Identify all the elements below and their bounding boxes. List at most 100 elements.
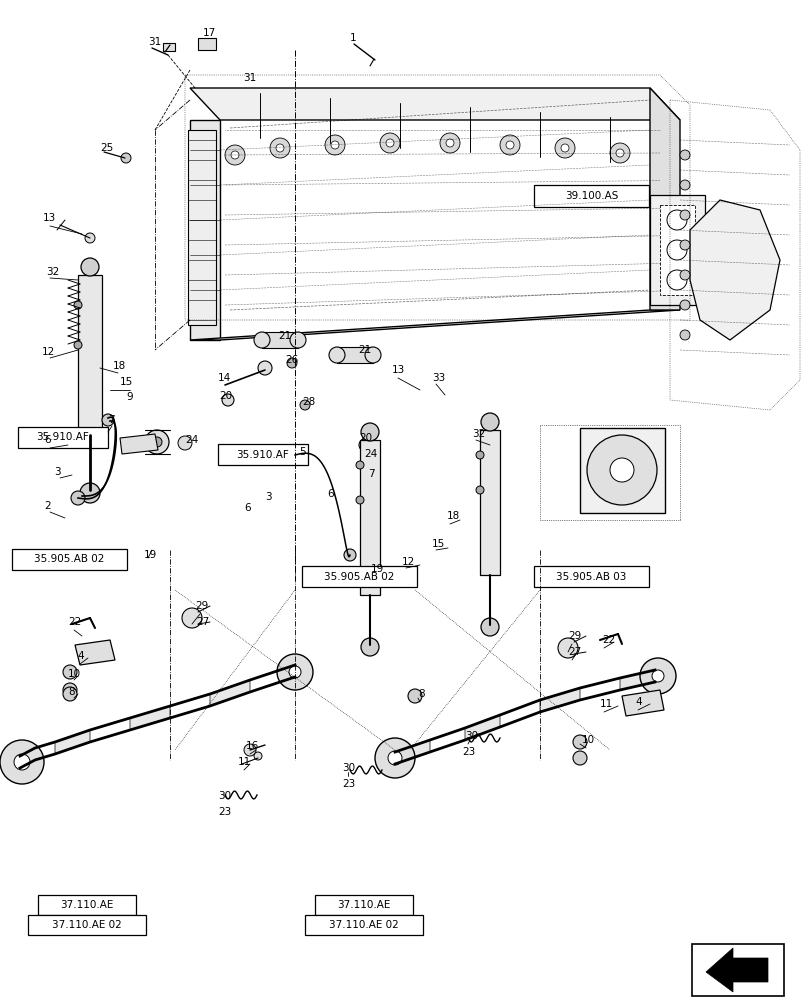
- Circle shape: [74, 341, 82, 349]
- Polygon shape: [190, 310, 679, 340]
- Polygon shape: [620, 670, 654, 690]
- Text: 12: 12: [401, 557, 414, 567]
- Circle shape: [560, 144, 569, 152]
- Circle shape: [63, 683, 77, 697]
- Circle shape: [63, 687, 77, 701]
- Circle shape: [679, 270, 689, 280]
- Text: 13: 13: [392, 365, 405, 375]
- Circle shape: [243, 744, 255, 756]
- Polygon shape: [394, 740, 430, 764]
- Circle shape: [299, 400, 310, 410]
- Circle shape: [445, 139, 453, 147]
- Bar: [659, 205, 694, 295]
- Circle shape: [145, 430, 169, 454]
- Text: 17: 17: [203, 28, 216, 38]
- Text: 26: 26: [285, 355, 298, 365]
- Circle shape: [365, 347, 380, 363]
- Text: 12: 12: [42, 347, 55, 357]
- Text: 23: 23: [341, 779, 355, 789]
- Circle shape: [328, 347, 345, 363]
- Text: 28: 28: [302, 397, 315, 407]
- Text: 27: 27: [195, 617, 209, 627]
- Text: 25: 25: [100, 143, 113, 153]
- Bar: [359, 440, 380, 595]
- Text: 4: 4: [634, 697, 641, 707]
- Text: 14: 14: [217, 373, 231, 383]
- Bar: [579, 428, 664, 513]
- Polygon shape: [120, 434, 158, 454]
- Circle shape: [609, 458, 633, 482]
- Bar: [691, 944, 783, 996]
- Circle shape: [74, 301, 82, 309]
- Text: 30: 30: [465, 731, 478, 741]
- Text: 3: 3: [264, 492, 272, 502]
- Text: 20: 20: [358, 433, 371, 443]
- Circle shape: [63, 665, 77, 679]
- Bar: [305, 915, 423, 935]
- Text: 10: 10: [68, 669, 81, 679]
- Circle shape: [344, 549, 355, 561]
- Text: 27: 27: [568, 647, 581, 657]
- Circle shape: [71, 491, 85, 505]
- Polygon shape: [621, 690, 663, 716]
- Circle shape: [361, 423, 379, 441]
- Circle shape: [85, 233, 95, 243]
- Circle shape: [616, 149, 623, 157]
- Circle shape: [480, 618, 499, 636]
- Text: 29: 29: [195, 601, 208, 611]
- Text: 19: 19: [144, 550, 157, 560]
- Circle shape: [557, 638, 577, 658]
- Text: 29: 29: [568, 631, 581, 641]
- Text: 8: 8: [68, 687, 75, 697]
- Text: 5: 5: [298, 447, 305, 457]
- Circle shape: [14, 754, 30, 770]
- Circle shape: [679, 210, 689, 220]
- Circle shape: [639, 658, 676, 694]
- Circle shape: [666, 270, 686, 290]
- Polygon shape: [210, 680, 250, 706]
- Circle shape: [375, 738, 414, 778]
- Circle shape: [355, 461, 363, 469]
- Circle shape: [388, 751, 401, 765]
- Bar: [217, 444, 307, 465]
- Circle shape: [440, 133, 460, 153]
- Bar: [163, 43, 175, 51]
- Text: 15: 15: [431, 539, 444, 549]
- Text: 15: 15: [120, 377, 133, 387]
- Circle shape: [679, 240, 689, 250]
- Circle shape: [225, 145, 245, 165]
- Circle shape: [0, 740, 44, 784]
- Text: 6: 6: [327, 489, 333, 499]
- Circle shape: [258, 361, 272, 375]
- Circle shape: [276, 144, 284, 152]
- Text: 31: 31: [148, 37, 161, 47]
- Circle shape: [407, 689, 422, 703]
- Circle shape: [358, 439, 371, 451]
- Circle shape: [679, 300, 689, 310]
- Circle shape: [586, 435, 656, 505]
- Circle shape: [147, 437, 163, 453]
- Text: 35.905.AB 02: 35.905.AB 02: [324, 572, 394, 582]
- Circle shape: [277, 654, 312, 690]
- Circle shape: [475, 451, 483, 459]
- Polygon shape: [689, 200, 779, 340]
- Text: 7: 7: [367, 469, 374, 479]
- Circle shape: [679, 330, 689, 340]
- Text: 9: 9: [126, 392, 132, 402]
- Bar: [534, 566, 648, 587]
- Circle shape: [289, 666, 301, 678]
- Text: 13: 13: [43, 213, 56, 223]
- Text: 16: 16: [246, 741, 259, 751]
- Circle shape: [152, 442, 158, 448]
- Text: 19: 19: [371, 564, 384, 574]
- Bar: [78, 275, 102, 435]
- Text: 35.905.AB 03: 35.905.AB 03: [556, 572, 626, 582]
- Text: 22: 22: [601, 635, 615, 645]
- Text: 30: 30: [217, 791, 231, 801]
- Text: 37.110.AE: 37.110.AE: [337, 900, 390, 910]
- Polygon shape: [539, 688, 579, 712]
- Circle shape: [361, 638, 379, 656]
- Text: 30: 30: [341, 763, 354, 773]
- Circle shape: [609, 143, 629, 163]
- Circle shape: [290, 332, 306, 348]
